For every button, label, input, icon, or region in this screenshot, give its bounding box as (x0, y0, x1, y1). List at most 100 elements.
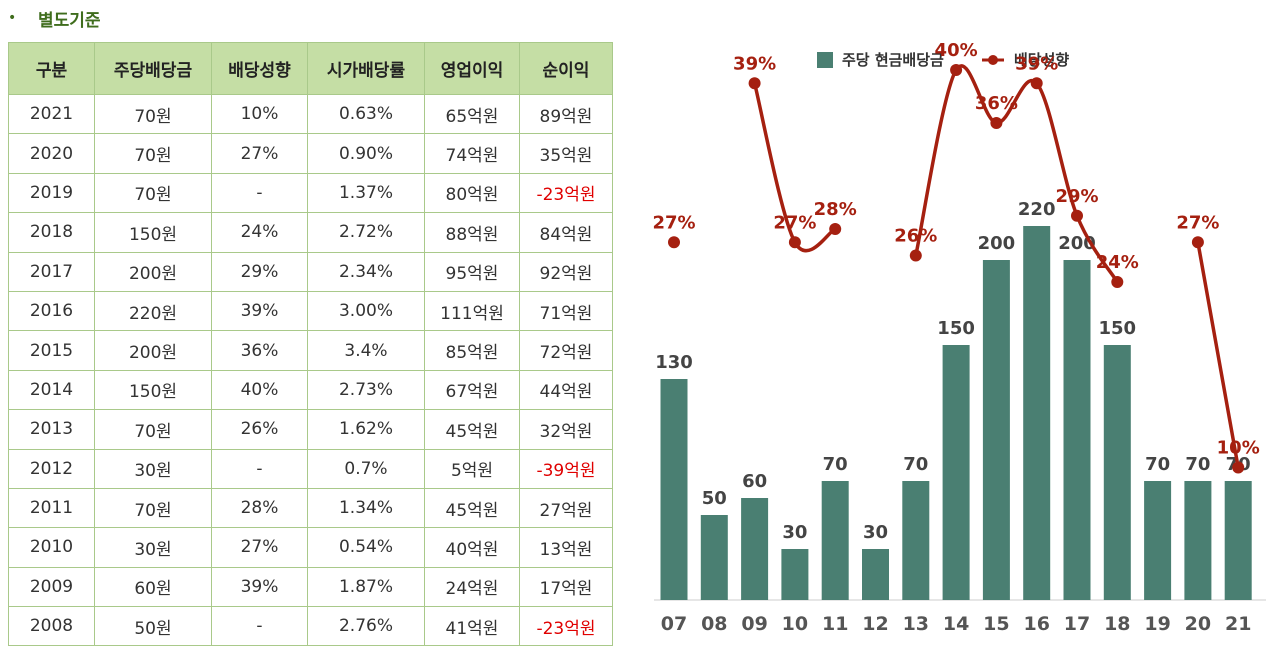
payout-ratio-point (1111, 276, 1124, 288)
legend-line-label: 배당성향 (1014, 51, 1069, 69)
payout-ratio-point (829, 223, 842, 235)
table-cell: 2017 (8, 251, 95, 292)
dividend-table: 구분 주당배당금 배당성향 시가배당률 영업이익 순이익 2021 70원 10% 0… (8, 42, 613, 647)
table-cell: 32억원 (519, 409, 613, 450)
section-title: 별도기준 (38, 10, 101, 31)
table-cell: 2013 (8, 409, 95, 450)
table-cell: 0.63% (307, 93, 425, 135)
table-cell: 2.76% (307, 606, 425, 647)
table-cell: 40% (211, 369, 308, 411)
bar (1184, 481, 1212, 600)
table-cell: 5억원 (424, 448, 520, 489)
bar-value-label: 130 (655, 352, 693, 373)
table-row: 2009 60원 39% 1.87% 24억원 17억원 (8, 566, 613, 608)
x-tick-label: 08 (701, 613, 727, 635)
table-cell: 2009 (8, 566, 95, 608)
bar (1023, 226, 1051, 600)
table-cell: 2.34% (307, 251, 425, 292)
payout-ratio-label: 36% (975, 93, 1018, 114)
table-cell: - (211, 606, 308, 647)
table-cell: 111억원 (424, 290, 520, 332)
payout-ratio-label: 29% (1055, 186, 1098, 207)
bar (982, 260, 1010, 600)
x-tick-label: 18 (1104, 613, 1130, 635)
payout-ratio-point (1071, 209, 1083, 222)
chart-legend: 주당 현금배당금 배당성향 (817, 51, 1069, 69)
table-cell: 17억원 (519, 566, 613, 608)
table-cell: 41억원 (424, 606, 520, 647)
table-cell: -23억원 (519, 172, 613, 214)
table-cell: 24억원 (424, 566, 520, 608)
table-row: 2011 70원 28% 1.34% 45억원 27억원 (8, 487, 613, 529)
table-cell: 70원 (94, 487, 212, 529)
table-cell: 2014 (8, 369, 95, 411)
bar-value-label: 150 (1099, 318, 1137, 339)
table-cell: 50원 (94, 606, 212, 647)
table-cell: 2008 (8, 606, 95, 647)
payout-ratio-label: 27% (1176, 212, 1219, 233)
table-cell: 2015 (8, 330, 95, 371)
table-cell: 70원 (94, 409, 212, 450)
x-tick-label: 13 (903, 613, 929, 635)
table-cell: 27% (211, 133, 308, 174)
bar-value-label: 70 (823, 454, 848, 475)
table-cell: 92억원 (519, 251, 613, 292)
table-cell: 2011 (8, 487, 95, 529)
table-row: 2020 70원 27% 0.90% 74억원 35억원 (8, 133, 613, 174)
plot-area: 1305060307030701502002202001507070700708… (652, 40, 1266, 635)
payout-ratio-point (1030, 77, 1043, 90)
bar-value-label: 30 (863, 522, 888, 543)
payout-ratio-point (909, 249, 922, 262)
payout-ratio-label: 28% (814, 199, 857, 220)
table-cell: -39억원 (519, 448, 613, 489)
table-header-row: 구분 주당배당금 배당성향 시가배당률 영업이익 순이익 (8, 42, 613, 95)
table-cell: 2018 (8, 212, 95, 253)
table-row: 2021 70원 10% 0.63% 65억원 89억원 (8, 93, 613, 135)
table-cell: 0.54% (307, 527, 425, 568)
payout-ratio-point (668, 236, 680, 249)
table-cell: 80억원 (424, 172, 520, 214)
bar (741, 498, 769, 600)
table-cell: 150원 (94, 369, 212, 411)
header-cell: 순이익 (519, 42, 613, 95)
legend-bar-label: 주당 현금배당금 (842, 51, 944, 69)
bar (660, 379, 688, 600)
bar-value-label: 60 (742, 471, 767, 492)
table-cell: 70원 (94, 172, 212, 214)
payout-ratio-point (1232, 461, 1245, 474)
payout-ratio-label: 39% (733, 53, 776, 74)
bar (700, 515, 728, 600)
bar (902, 481, 930, 600)
bar-value-label: 30 (782, 522, 807, 543)
table-cell: 95억원 (424, 251, 520, 292)
table-cell: 70원 (94, 133, 212, 174)
bar (821, 481, 849, 600)
table-row: 2010 30원 27% 0.54% 40억원 13억원 (8, 527, 613, 568)
table-row: 2015 200원 36% 3.4% 85억원 72억원 (8, 330, 613, 371)
bullet-icon: • (8, 10, 17, 26)
table-cell: 200원 (94, 251, 212, 292)
table-cell: 71억원 (519, 290, 613, 332)
table-cell: 26% (211, 409, 308, 450)
table-cell: 39% (211, 566, 308, 608)
x-tick-label: 19 (1144, 613, 1170, 635)
table-cell: 84억원 (519, 212, 613, 253)
bar-value-label: 70 (1185, 454, 1210, 475)
bar (1063, 260, 1091, 600)
table-cell: 2.72% (307, 212, 425, 253)
bar-value-label: 220 (1018, 199, 1056, 220)
table-row: 2017 200원 29% 2.34% 95억원 92억원 (8, 251, 613, 292)
dividend-chart: 주당 현금배당금 배당성향 13050603070307015020022020… (652, 40, 1266, 635)
bar (942, 345, 970, 600)
table-row: 2012 30원 -0.7% 5억원 -39억원 (8, 448, 613, 489)
bar (781, 549, 809, 600)
table-cell: 60원 (94, 566, 212, 608)
legend-bar-swatch (817, 52, 833, 68)
table-cell: 2012 (8, 448, 95, 489)
table-cell: 200원 (94, 330, 212, 371)
table-cell: 72억원 (519, 330, 613, 371)
table-cell: 67억원 (424, 369, 520, 411)
table-cell: 45억원 (424, 487, 520, 529)
table-body: 2021 70원 10% 0.63% 65억원 89억원 2020 70원 27% 0.90% 74… (8, 93, 613, 647)
x-tick-label: 12 (862, 613, 888, 635)
